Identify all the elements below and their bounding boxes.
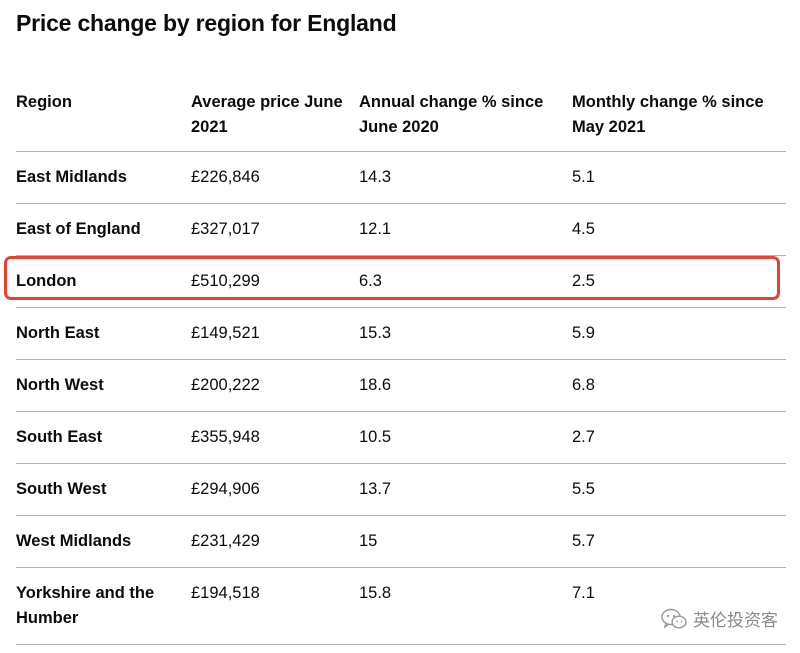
header-annual-change: Annual change % since June 2020 <box>359 80 572 152</box>
table-row: South West £294,906 13.7 5.5 <box>16 463 786 516</box>
cell-monthly-change: 2.5 <box>572 255 786 308</box>
table-row-highlighted: London £510,299 6.3 2.5 <box>16 255 786 308</box>
cell-region: South East <box>16 411 191 464</box>
header-region: Region <box>16 80 191 152</box>
table-row: North East £149,521 15.3 5.9 <box>16 307 786 360</box>
cell-annual-change: 12.1 <box>359 203 572 256</box>
cell-monthly-change: 5.1 <box>572 151 786 204</box>
page-title: Price change by region for England <box>16 10 397 36</box>
cell-annual-change: 10.5 <box>359 411 572 464</box>
cell-average-price: £200,222 <box>191 359 359 412</box>
cell-region: South West <box>16 463 191 516</box>
table-row: North West £200,222 18.6 6.8 <box>16 359 786 412</box>
cell-monthly-change: 5.9 <box>572 307 786 360</box>
table-row: East of England £327,017 12.1 4.5 <box>16 203 786 256</box>
cell-average-price: £226,846 <box>191 151 359 204</box>
cell-average-price: £194,518 <box>191 567 359 645</box>
table-header-row: Region Average price June 2021 Annual ch… <box>16 80 786 152</box>
table-row: East Midlands £226,846 14.3 5.1 <box>16 151 786 204</box>
cell-annual-change: 14.3 <box>359 151 572 204</box>
cell-region: North West <box>16 359 191 412</box>
watermark-text: 英伦投资客 <box>693 611 778 631</box>
cell-average-price: £149,521 <box>191 307 359 360</box>
cell-annual-change: 15.8 <box>359 567 572 645</box>
cell-monthly-change: 4.5 <box>572 203 786 256</box>
cell-annual-change: 6.3 <box>359 255 572 308</box>
cell-region: London <box>16 255 191 308</box>
header-average-price: Average price June 2021 <box>191 80 359 152</box>
cell-region: Yorkshire and the Humber <box>16 567 191 645</box>
watermark: 英伦投资客 <box>661 606 778 631</box>
price-change-table: Region Average price June 2021 Annual ch… <box>16 80 786 645</box>
wechat-icon <box>661 608 687 629</box>
cell-region: East of England <box>16 203 191 256</box>
cell-monthly-change: 7.1 <box>572 567 786 645</box>
table-row: Yorkshire and the Humber £194,518 15.8 7… <box>16 567 786 645</box>
cell-annual-change: 18.6 <box>359 359 572 412</box>
cell-monthly-change: 2.7 <box>572 411 786 464</box>
cell-monthly-change: 6.8 <box>572 359 786 412</box>
cell-average-price: £327,017 <box>191 203 359 256</box>
cell-average-price: £231,429 <box>191 515 359 568</box>
cell-annual-change: 13.7 <box>359 463 572 516</box>
cell-annual-change: 15 <box>359 515 572 568</box>
cell-average-price: £510,299 <box>191 255 359 308</box>
cell-monthly-change: 5.5 <box>572 463 786 516</box>
table-row: South East £355,948 10.5 2.7 <box>16 411 786 464</box>
cell-average-price: £294,906 <box>191 463 359 516</box>
cell-region: East Midlands <box>16 151 191 204</box>
header-monthly-change: Monthly change % since May 2021 <box>572 80 786 152</box>
cell-monthly-change: 5.7 <box>572 515 786 568</box>
cell-average-price: £355,948 <box>191 411 359 464</box>
cell-region: West Midlands <box>16 515 191 568</box>
cell-annual-change: 15.3 <box>359 307 572 360</box>
table-row: West Midlands £231,429 15 5.7 <box>16 515 786 568</box>
cell-region: North East <box>16 307 191 360</box>
